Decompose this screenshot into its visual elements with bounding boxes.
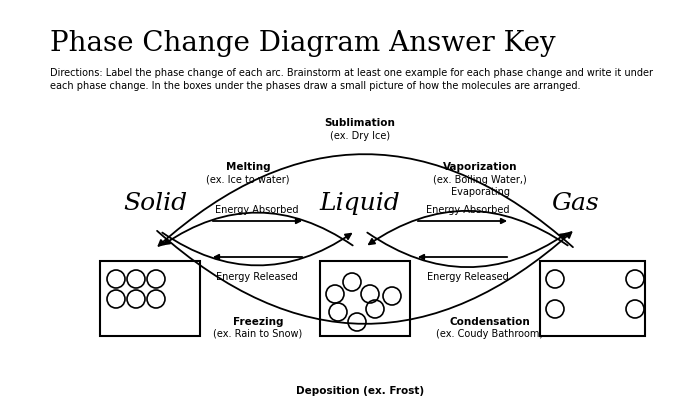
FancyArrowPatch shape: [368, 233, 566, 268]
Text: Vibrating: Vibrating: [131, 322, 169, 331]
Text: Free: Free: [582, 275, 601, 284]
Text: Moving: Moving: [575, 305, 608, 314]
FancyArrowPatch shape: [213, 219, 300, 224]
Text: Freezing: Freezing: [232, 316, 284, 326]
Text: Liquid: Liquid: [320, 192, 400, 214]
Text: Solid: Solid: [123, 192, 187, 214]
Text: (ex. Coudy Bathroom): (ex. Coudy Bathroom): [436, 328, 544, 338]
Bar: [540, 261, 645, 336]
Text: Energy Absorbed: Energy Absorbed: [216, 204, 299, 214]
FancyArrowPatch shape: [369, 211, 568, 246]
Text: Phase Change Diagram Answer Key: Phase Change Diagram Answer Key: [50, 30, 556, 57]
FancyArrowPatch shape: [162, 233, 351, 266]
FancyArrowPatch shape: [420, 255, 508, 260]
Text: Deposition (ex. Frost): Deposition (ex. Frost): [296, 385, 424, 395]
FancyArrowPatch shape: [159, 155, 573, 247]
Text: Gas: Gas: [551, 192, 599, 214]
FancyArrowPatch shape: [215, 255, 302, 260]
Text: Energy Absorbed: Energy Absorbed: [426, 204, 510, 214]
Text: Melting: Melting: [225, 161, 270, 171]
Text: Condensation: Condensation: [449, 316, 531, 326]
Text: (ex. Dry Ice): (ex. Dry Ice): [330, 131, 390, 141]
FancyArrowPatch shape: [418, 219, 505, 224]
Text: Vaporization: Vaporization: [442, 161, 517, 171]
Text: (ex. Rain to Snow): (ex. Rain to Snow): [214, 328, 302, 338]
Bar: [100, 261, 200, 336]
Bar: [320, 261, 410, 336]
Text: Evaporating: Evaporating: [451, 187, 510, 197]
FancyArrowPatch shape: [164, 213, 353, 246]
Text: Energy Released: Energy Released: [216, 271, 298, 281]
Text: Sublimation: Sublimation: [325, 118, 395, 128]
Text: (ex. Ice to water): (ex. Ice to water): [206, 175, 290, 185]
Text: (ex. Boiling Water,): (ex. Boiling Water,): [433, 175, 527, 185]
Text: Directions: Label the phase change of each arc. Brainstorm at least one example : Directions: Label the phase change of ea…: [50, 68, 653, 91]
Text: Energy Released: Energy Released: [427, 271, 509, 281]
FancyArrowPatch shape: [157, 231, 571, 324]
Text: Moving slowly: Moving slowly: [335, 266, 395, 275]
